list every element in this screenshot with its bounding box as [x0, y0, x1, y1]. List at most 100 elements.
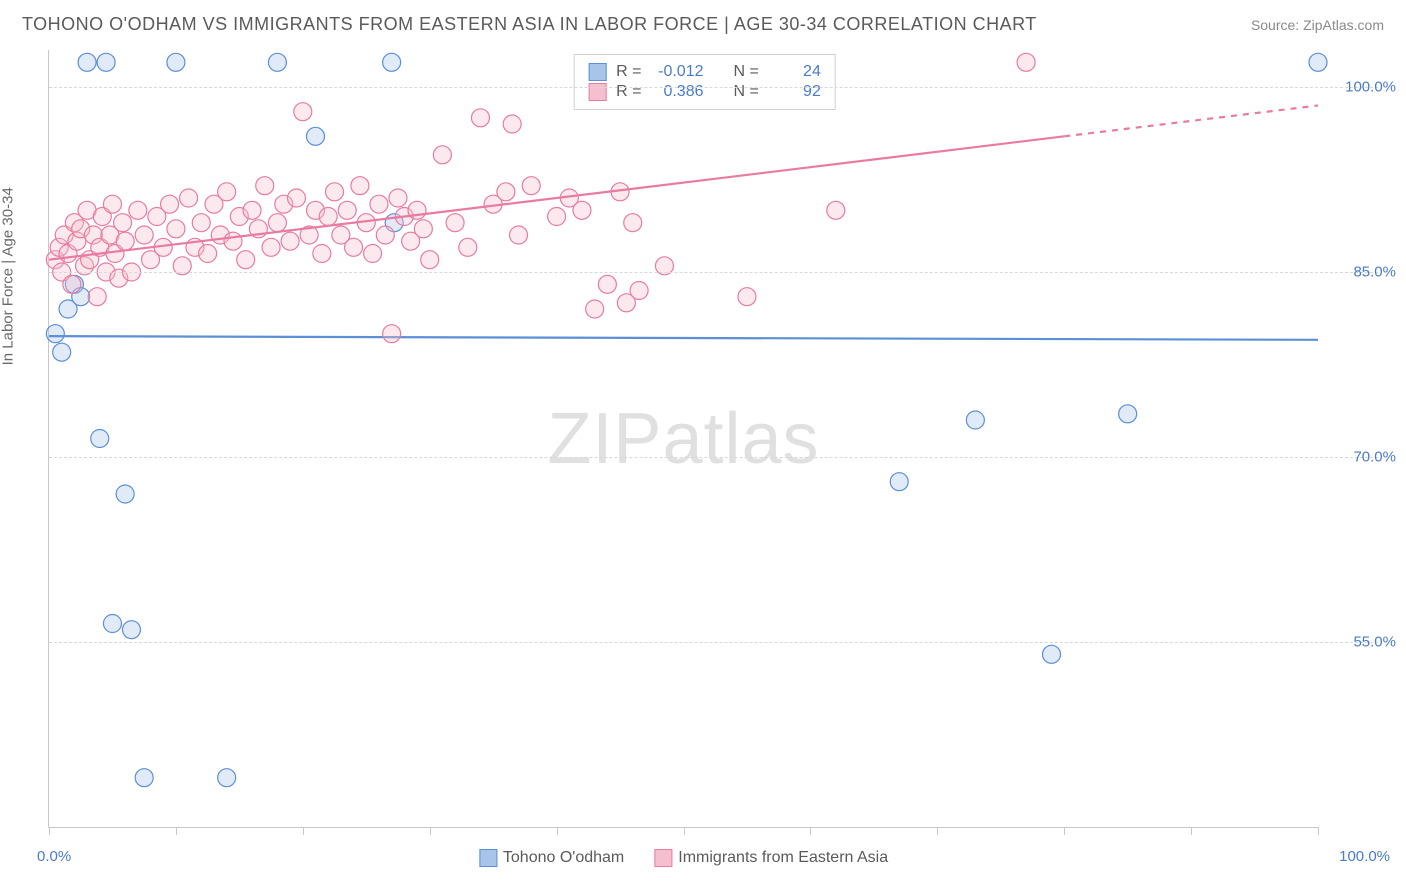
y-axis-label: In Labor Force | Age 30-34	[0, 187, 17, 365]
scatter-point	[103, 195, 121, 213]
scatter-point	[598, 275, 616, 293]
scatter-point	[88, 288, 106, 306]
stats-box: R = -0.012 N = 24 R = 0.386 N = 92	[573, 54, 836, 110]
legend-label-1: Tohono O'odham	[503, 849, 624, 866]
legend: Tohono O'odham Immigrants from Eastern A…	[479, 849, 888, 867]
title-bar: TOHONO O'ODHAM VS IMMIGRANTS FROM EASTER…	[22, 14, 1384, 35]
scatter-point	[281, 232, 299, 250]
scatter-point	[167, 53, 185, 71]
scatter-point	[433, 146, 451, 164]
r-value-2: 0.386	[652, 83, 704, 101]
scatter-point	[471, 109, 489, 127]
trend-line	[49, 136, 1064, 259]
scatter-point	[573, 201, 591, 219]
scatter-point	[421, 251, 439, 269]
r-label: R =	[616, 63, 641, 81]
y-tick-label: 85.0%	[1353, 264, 1396, 281]
scatter-point	[53, 343, 71, 361]
scatter-point	[503, 115, 521, 133]
scatter-point	[129, 201, 147, 219]
scatter-point	[890, 473, 908, 491]
scatter-point	[103, 615, 121, 633]
scatter-point	[122, 621, 140, 639]
gridline	[49, 457, 1378, 458]
stats-swatch-2	[588, 83, 606, 101]
plot-svg	[49, 50, 1318, 827]
scatter-point	[116, 485, 134, 503]
scatter-point	[345, 238, 363, 256]
scatter-point	[370, 195, 388, 213]
scatter-point	[827, 201, 845, 219]
scatter-point	[199, 245, 217, 263]
scatter-point	[116, 232, 134, 250]
gridline	[49, 272, 1378, 273]
scatter-point	[167, 220, 185, 238]
trend-line	[49, 336, 1318, 340]
chart-title: TOHONO O'ODHAM VS IMMIGRANTS FROM EASTER…	[22, 14, 1037, 35]
y-tick-label: 55.0%	[1353, 634, 1396, 651]
r-value-1: -0.012	[652, 63, 704, 81]
scatter-point	[237, 251, 255, 269]
scatter-point	[78, 53, 96, 71]
scatter-point	[630, 282, 648, 300]
scatter-point	[218, 183, 236, 201]
scatter-point	[376, 226, 394, 244]
plot-area: ZIPatlas R = -0.012 N = 24 R = 0.386 N =…	[48, 50, 1318, 828]
x-axis-min-label: 0.0%	[37, 848, 71, 865]
n-value-1: 24	[769, 63, 821, 81]
x-tick	[1318, 827, 1319, 835]
scatter-point	[738, 288, 756, 306]
legend-item-1: Tohono O'odham	[479, 849, 624, 867]
legend-label-2: Immigrants from Eastern Asia	[678, 849, 888, 866]
scatter-point	[192, 214, 210, 232]
scatter-point	[268, 53, 286, 71]
x-tick	[557, 827, 558, 835]
scatter-point	[256, 177, 274, 195]
x-tick	[430, 827, 431, 835]
scatter-point	[218, 769, 236, 787]
scatter-point	[287, 189, 305, 207]
legend-swatch-1	[479, 849, 497, 867]
y-tick-label: 100.0%	[1345, 79, 1396, 96]
legend-swatch-2	[654, 849, 672, 867]
scatter-point	[351, 177, 369, 195]
scatter-point	[91, 430, 109, 448]
scatter-point	[180, 189, 198, 207]
scatter-point	[313, 245, 331, 263]
stats-row-1: R = -0.012 N = 24	[588, 63, 821, 81]
x-tick	[176, 827, 177, 835]
scatter-point	[414, 220, 432, 238]
scatter-point	[135, 769, 153, 787]
scatter-point	[446, 214, 464, 232]
scatter-point	[459, 238, 477, 256]
scatter-point	[1119, 405, 1137, 423]
y-tick-label: 70.0%	[1353, 449, 1396, 466]
scatter-point	[224, 232, 242, 250]
scatter-point	[1017, 53, 1035, 71]
n-label: N =	[734, 63, 759, 81]
scatter-point	[262, 238, 280, 256]
x-tick	[1191, 827, 1192, 835]
scatter-point	[383, 53, 401, 71]
scatter-point	[586, 300, 604, 318]
scatter-point	[389, 189, 407, 207]
scatter-point	[548, 208, 566, 226]
x-tick	[49, 827, 50, 835]
x-tick	[303, 827, 304, 835]
scatter-point	[326, 183, 344, 201]
scatter-point	[243, 201, 261, 219]
scatter-point	[294, 103, 312, 121]
scatter-point	[63, 275, 81, 293]
scatter-point	[306, 127, 324, 145]
scatter-point	[522, 177, 540, 195]
x-tick	[810, 827, 811, 835]
scatter-point	[114, 214, 132, 232]
x-tick	[1064, 827, 1065, 835]
gridline	[49, 87, 1378, 88]
scatter-point	[135, 226, 153, 244]
scatter-point	[268, 214, 286, 232]
scatter-point	[319, 208, 337, 226]
scatter-point	[161, 195, 179, 213]
n-label: N =	[734, 83, 759, 101]
stats-swatch-1	[588, 63, 606, 81]
